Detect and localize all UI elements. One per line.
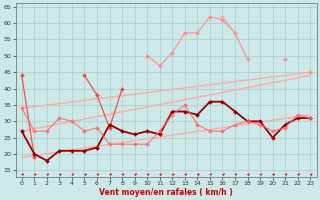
X-axis label: Vent moyen/en rafales ( km/h ): Vent moyen/en rafales ( km/h ) [99, 188, 233, 197]
